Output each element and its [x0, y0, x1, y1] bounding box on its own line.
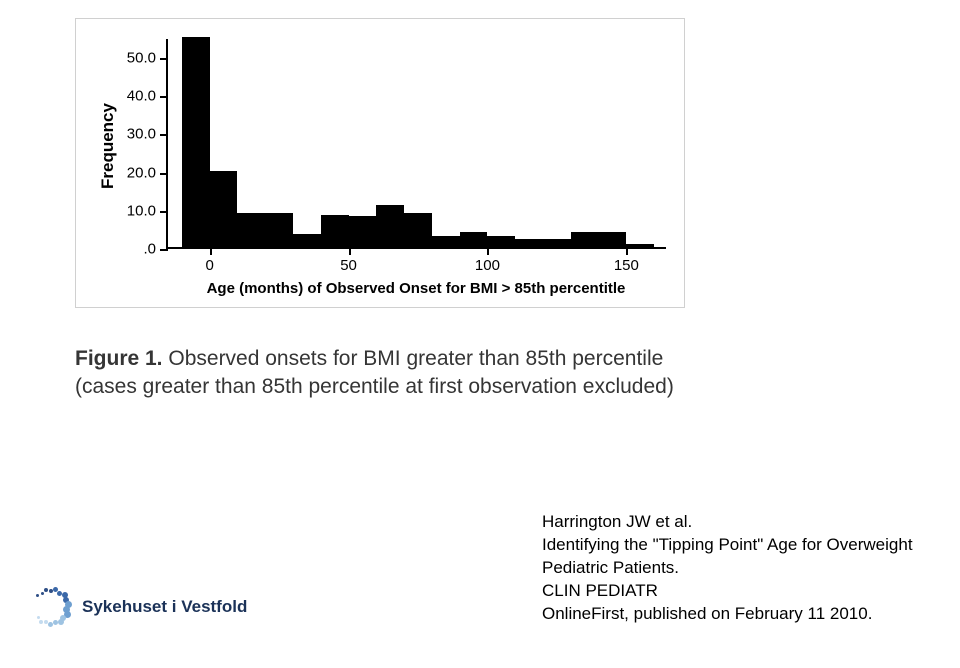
- histogram-bar: [460, 232, 488, 247]
- histogram-bar: [237, 213, 265, 247]
- citation-journal: CLIN PEDIATR: [542, 580, 922, 603]
- y-tick-label: .0: [143, 241, 156, 258]
- x-axis-label: Age (months) of Observed Onset for BMI >…: [166, 280, 666, 297]
- citation-block: Harrington JW et al. Identifying the "Ti…: [542, 511, 922, 626]
- histogram-bar: [543, 239, 571, 247]
- logo-dot: [48, 622, 53, 627]
- y-tick-label: 40.0: [127, 88, 156, 105]
- logo-dot: [37, 616, 40, 619]
- y-tick: [160, 173, 168, 175]
- figure-caption-label: Figure 1.: [75, 347, 163, 370]
- histogram-bar: [432, 236, 460, 247]
- x-tick-label: 0: [205, 257, 213, 274]
- y-tick: [160, 134, 168, 136]
- y-tick-label: 30.0: [127, 126, 156, 143]
- x-tick: [487, 247, 489, 255]
- histogram-bar: [376, 205, 404, 247]
- x-tick-label: 100: [475, 257, 500, 274]
- histogram-bar: [293, 234, 321, 247]
- histogram-bar: [210, 171, 238, 247]
- histogram-plot: .010.020.030.040.050.0050100150: [166, 39, 666, 249]
- hospital-logo: Sykehuset i Vestfold: [28, 584, 247, 630]
- y-axis-label: Frequency: [98, 103, 118, 189]
- logo-dot: [53, 620, 58, 625]
- histogram-bar: [404, 213, 432, 247]
- histogram-bar: [599, 232, 627, 247]
- x-tick-label: 150: [614, 257, 639, 274]
- figure-panel: Frequency .010.020.030.040.050.005010015…: [75, 18, 685, 308]
- histogram-bar: [349, 216, 377, 247]
- logo-dot: [44, 588, 48, 592]
- y-tick-label: 50.0: [127, 50, 156, 67]
- figure-caption: Figure 1. Observed onsets for BMI greate…: [75, 345, 685, 402]
- logo-dots-icon: [28, 584, 74, 630]
- histogram-bar: [515, 239, 543, 247]
- y-tick: [160, 58, 168, 60]
- y-tick-label: 20.0: [127, 164, 156, 181]
- figure-caption-text: Observed onsets for BMI greater than 85t…: [75, 347, 674, 398]
- logo-dot: [58, 619, 64, 625]
- histogram-bar: [182, 37, 210, 247]
- y-tick-label: 10.0: [127, 202, 156, 219]
- logo-dot: [41, 592, 44, 595]
- x-tick: [626, 247, 628, 255]
- y-tick: [160, 249, 168, 251]
- x-tick: [349, 247, 351, 255]
- x-tick-label: 50: [340, 257, 357, 274]
- x-tick: [210, 247, 212, 255]
- histogram-bar: [321, 215, 349, 247]
- histogram-bar: [487, 236, 515, 247]
- logo-dot: [36, 594, 39, 597]
- histogram-bar: [571, 232, 599, 247]
- y-tick: [160, 211, 168, 213]
- citation-pubinfo: OnlineFirst, published on February 11 20…: [542, 603, 922, 626]
- logo-dot: [49, 589, 53, 593]
- histogram-bar: [626, 244, 654, 247]
- logo-text: Sykehuset i Vestfold: [82, 597, 247, 617]
- histogram-bar: [265, 213, 293, 247]
- y-tick: [160, 96, 168, 98]
- logo-dot: [39, 620, 43, 624]
- page: Frequency .010.020.030.040.050.005010015…: [0, 0, 960, 668]
- citation-title: Identifying the "Tipping Point" Age for …: [542, 534, 922, 580]
- citation-authors: Harrington JW et al.: [542, 511, 922, 534]
